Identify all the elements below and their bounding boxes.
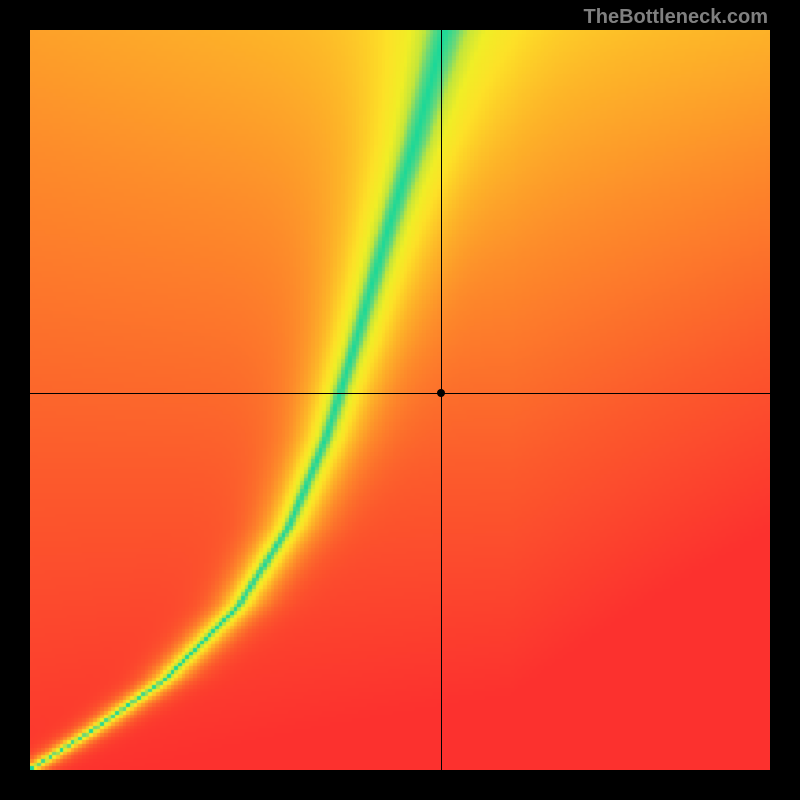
heatmap-plot bbox=[30, 30, 770, 770]
crosshair-vertical bbox=[441, 30, 442, 770]
crosshair-marker bbox=[437, 389, 445, 397]
heatmap-canvas bbox=[30, 30, 770, 770]
crosshair-horizontal bbox=[30, 393, 770, 394]
watermark-text: TheBottleneck.com bbox=[584, 6, 768, 29]
